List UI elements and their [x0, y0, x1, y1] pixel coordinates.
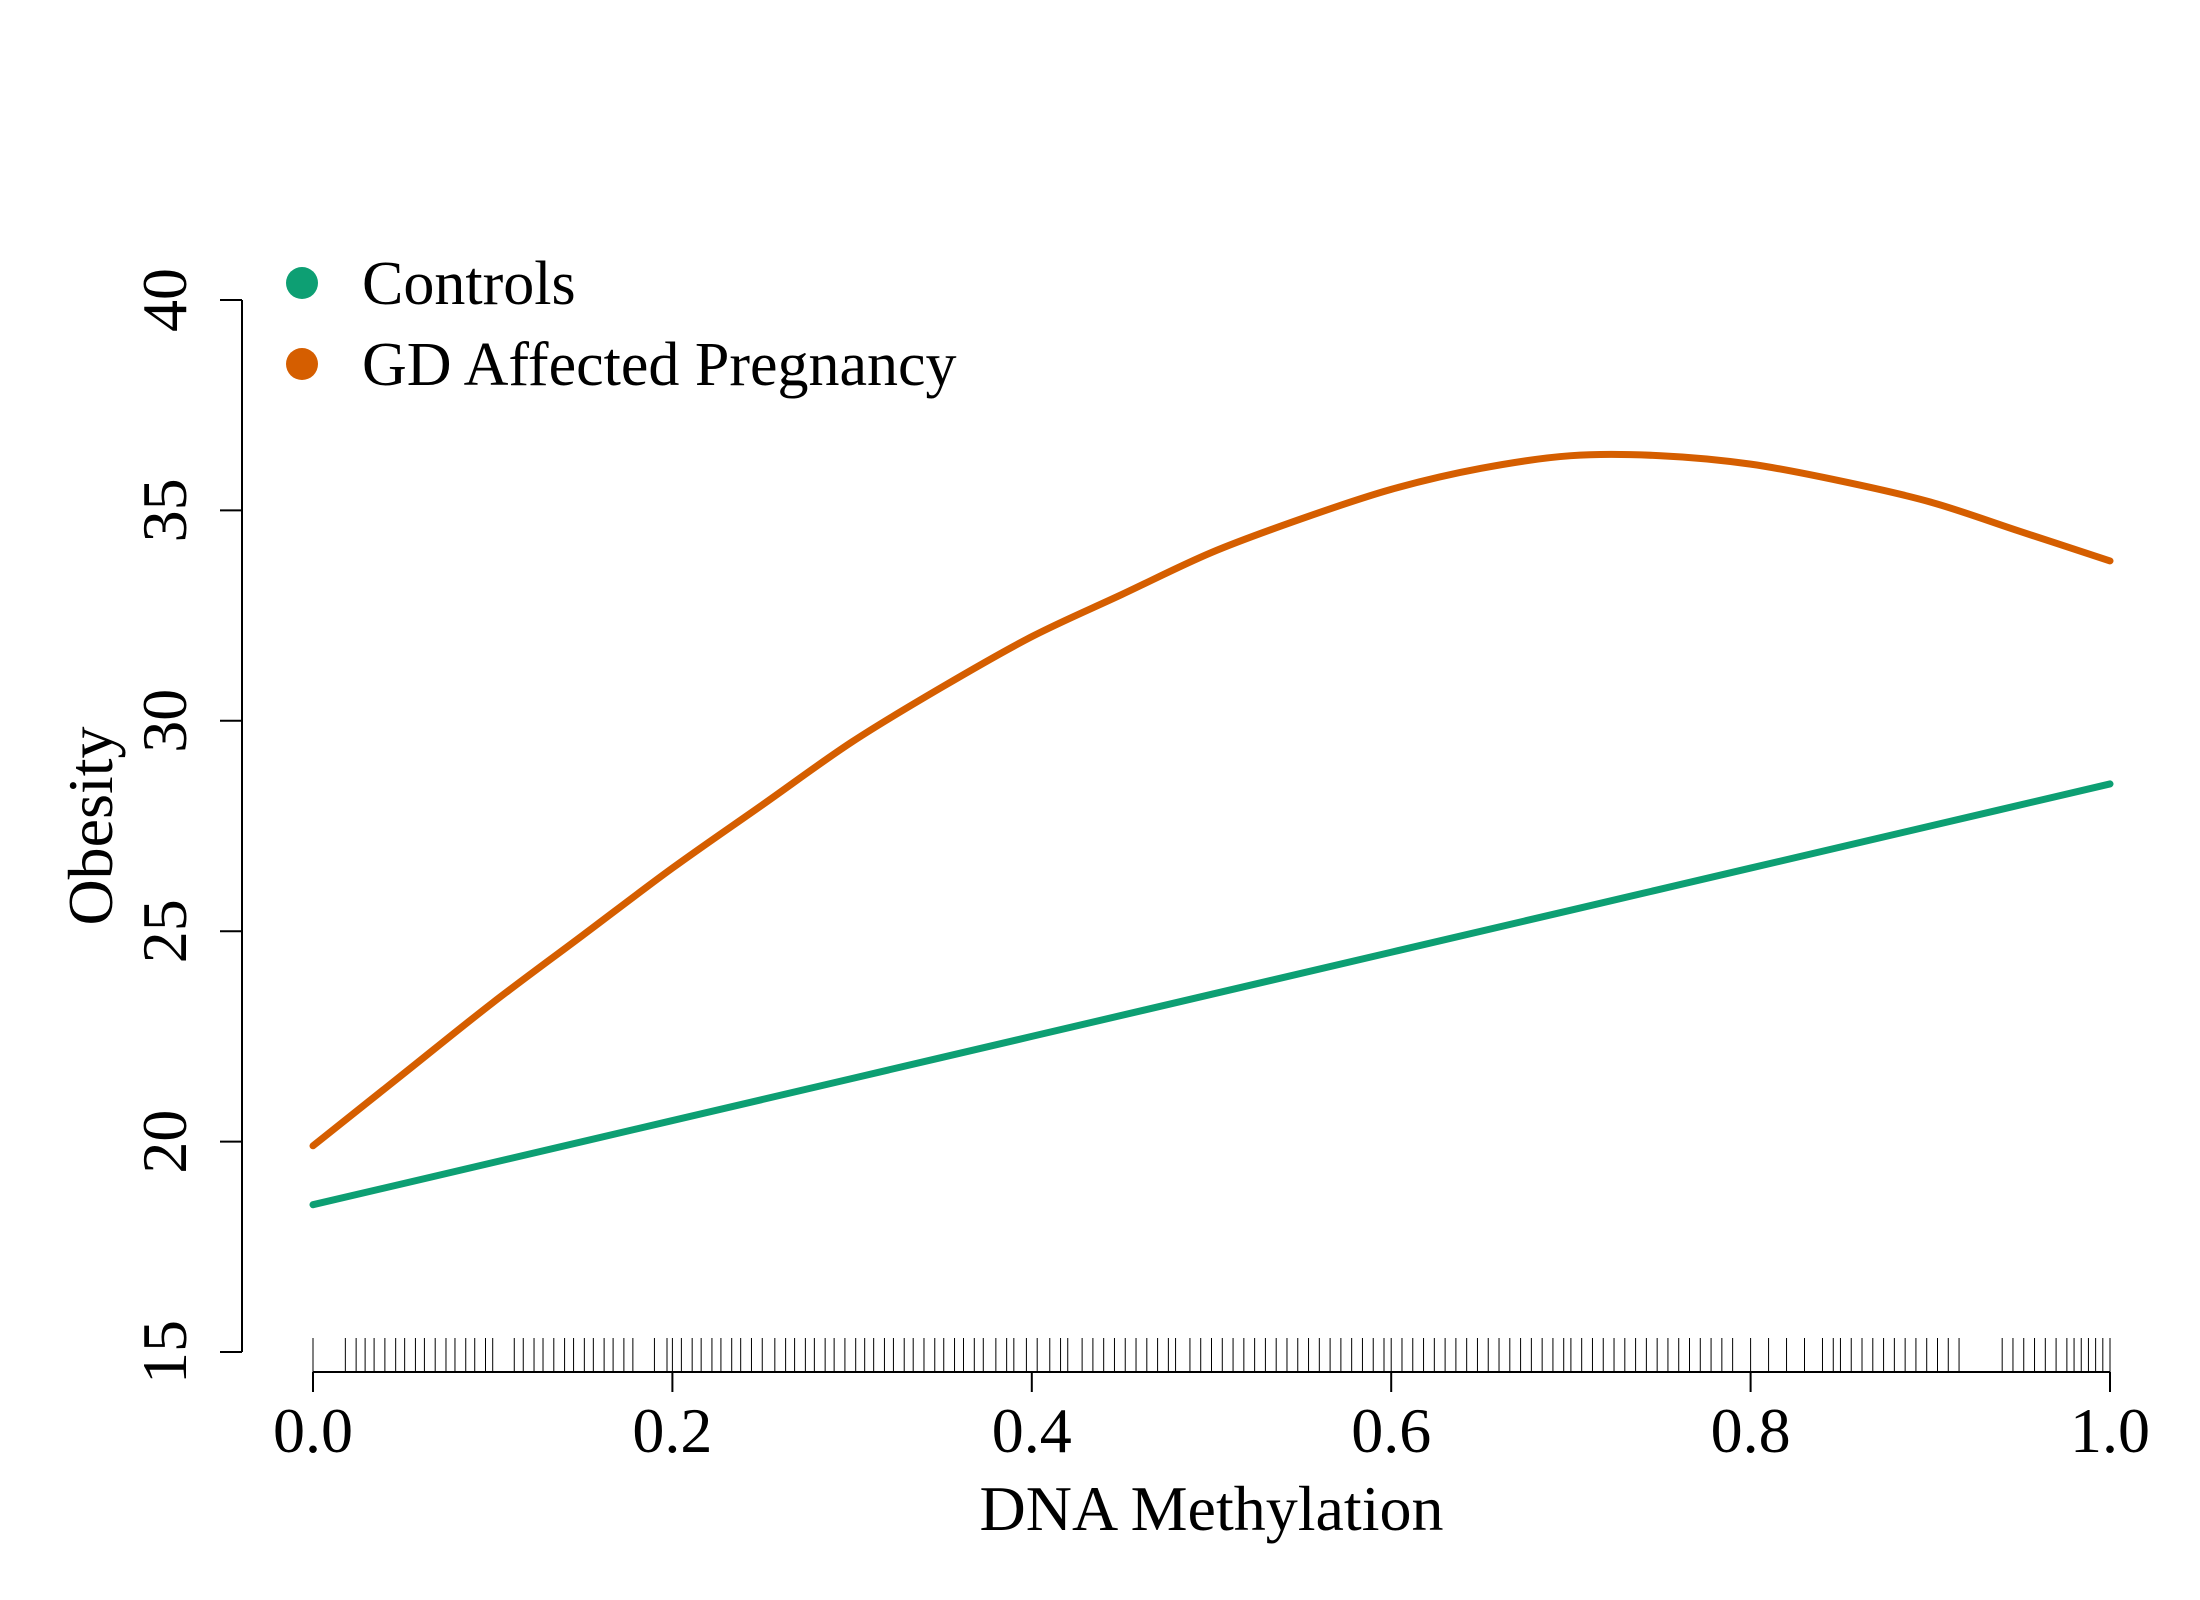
y-tick-label: 35	[129, 478, 200, 542]
x-tick-label: 0.4	[992, 1395, 1072, 1466]
y-tick-label: 40	[129, 268, 200, 332]
legend-label: Controls	[362, 250, 576, 318]
y-tick-label: 25	[129, 899, 200, 963]
x-tick-label: 0.0	[273, 1395, 353, 1466]
legend: Controls GD Affected Pregnancy	[286, 250, 957, 399]
legend-marker	[286, 348, 318, 380]
x-tick-label: 0.6	[1351, 1395, 1431, 1466]
x-tick-label: 0.2	[632, 1395, 712, 1466]
y-tick-label: 30	[129, 689, 200, 753]
series-line-0	[309, 780, 2114, 1209]
series-layer	[309, 450, 2114, 1209]
rug-layer	[312, 1338, 2111, 1372]
legend-marker	[286, 267, 318, 299]
series-line-1	[309, 450, 2114, 1150]
y-tick-label: 20	[129, 1110, 200, 1174]
x-tick-label: 0.8	[1711, 1395, 1791, 1466]
x-axis-title: DNA Methylation	[980, 1473, 1444, 1544]
y-tick-label: 15	[129, 1320, 200, 1384]
legend-label: GD Affected Pregnancy	[362, 331, 957, 399]
axes-layer: 15 20 25 30 35 40 0.0 0.2 0.4 0.6 0.8 1.0	[129, 268, 2150, 1466]
x-tick-label: 1.0	[2070, 1395, 2150, 1466]
y-axis-title: Obesity	[55, 726, 126, 925]
